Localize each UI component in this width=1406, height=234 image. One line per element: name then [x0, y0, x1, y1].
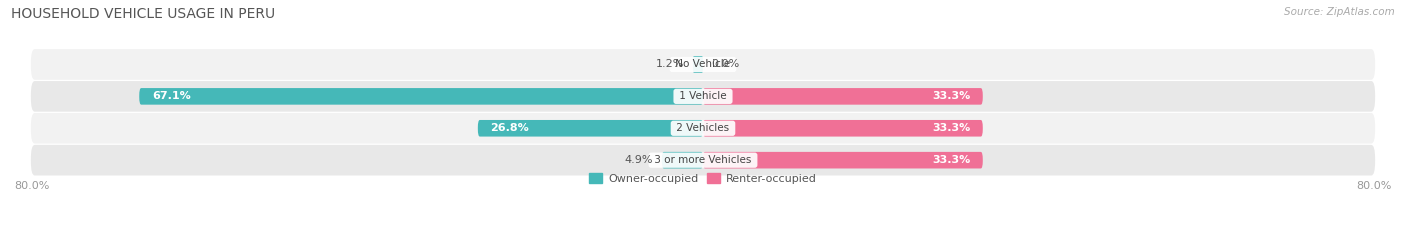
- Text: Source: ZipAtlas.com: Source: ZipAtlas.com: [1284, 7, 1395, 17]
- Text: 33.3%: 33.3%: [932, 123, 970, 133]
- FancyBboxPatch shape: [478, 120, 703, 137]
- Text: 26.8%: 26.8%: [491, 123, 529, 133]
- Text: HOUSEHOLD VEHICLE USAGE IN PERU: HOUSEHOLD VEHICLE USAGE IN PERU: [11, 7, 276, 21]
- Text: 4.9%: 4.9%: [624, 155, 654, 165]
- Text: 1 Vehicle: 1 Vehicle: [676, 91, 730, 101]
- FancyBboxPatch shape: [703, 120, 983, 137]
- FancyBboxPatch shape: [31, 145, 1375, 176]
- Legend: Owner-occupied, Renter-occupied: Owner-occupied, Renter-occupied: [585, 169, 821, 188]
- FancyBboxPatch shape: [693, 56, 703, 73]
- Text: 3 or more Vehicles: 3 or more Vehicles: [651, 155, 755, 165]
- FancyBboxPatch shape: [703, 88, 983, 105]
- Text: 67.1%: 67.1%: [152, 91, 191, 101]
- FancyBboxPatch shape: [662, 152, 703, 168]
- Text: 1.2%: 1.2%: [657, 59, 685, 69]
- FancyBboxPatch shape: [31, 113, 1375, 144]
- FancyBboxPatch shape: [31, 81, 1375, 112]
- Text: 2 Vehicles: 2 Vehicles: [673, 123, 733, 133]
- Text: 80.0%: 80.0%: [1357, 181, 1392, 191]
- Text: 80.0%: 80.0%: [14, 181, 49, 191]
- Text: 33.3%: 33.3%: [932, 91, 970, 101]
- FancyBboxPatch shape: [703, 152, 983, 168]
- FancyBboxPatch shape: [31, 49, 1375, 80]
- Text: No Vehicle: No Vehicle: [672, 59, 734, 69]
- FancyBboxPatch shape: [139, 88, 703, 105]
- Text: 0.0%: 0.0%: [711, 59, 740, 69]
- Text: 33.3%: 33.3%: [932, 155, 970, 165]
